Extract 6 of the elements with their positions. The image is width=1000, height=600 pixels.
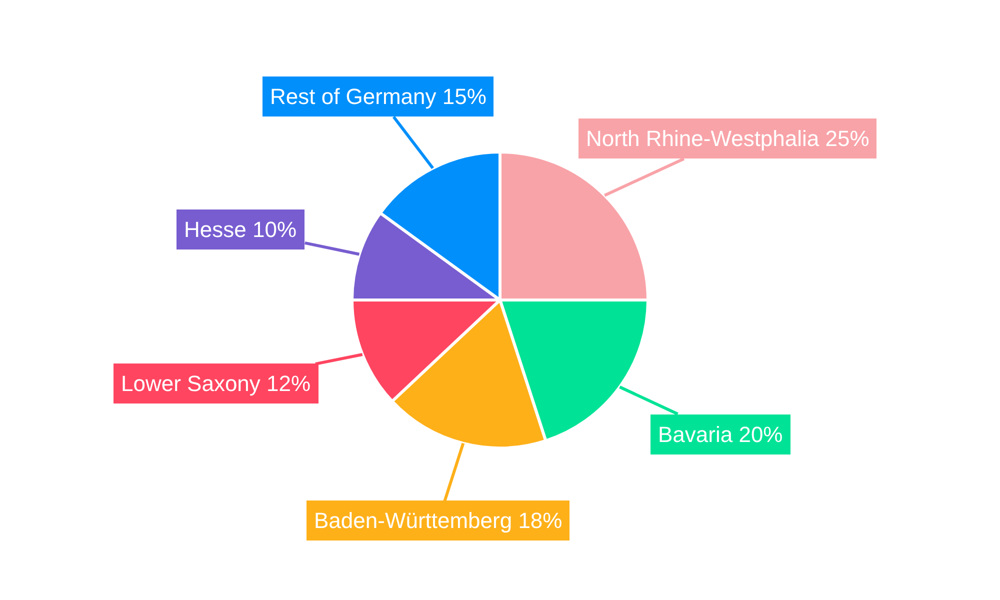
slice-label: Rest of Germany 15% (270, 84, 486, 109)
slice-label: Lower Saxony 12% (121, 371, 311, 396)
slice-label: Baden-Württemberg 18% (314, 508, 562, 533)
slice-label: North Rhine-Westphalia 25% (586, 126, 870, 151)
slice-label: Bavaria 20% (658, 422, 783, 447)
slice-label: Hesse 10% (184, 217, 297, 242)
